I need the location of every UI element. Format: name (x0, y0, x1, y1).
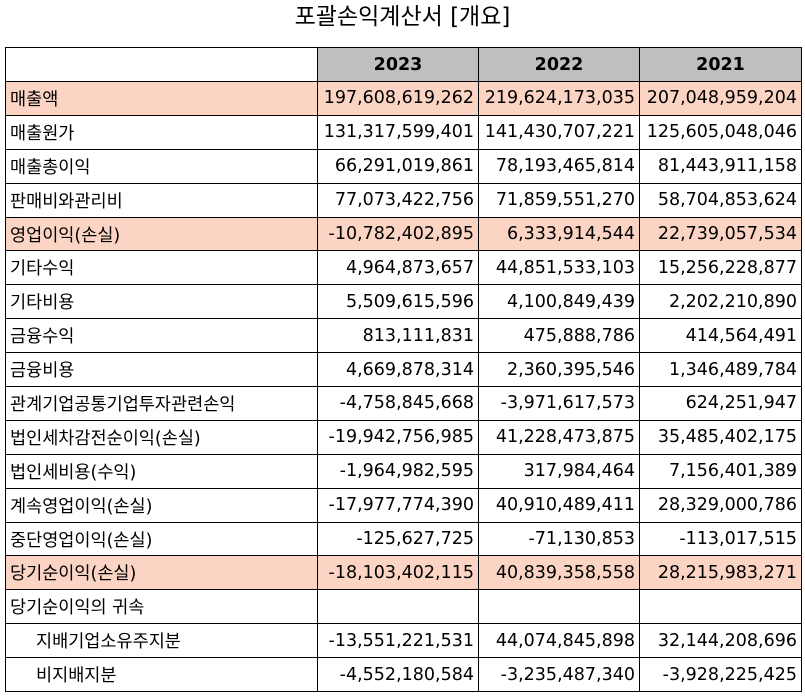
income-statement-table: 2023 2022 2021 매출액 197,608,619,262 219,624… (5, 47, 802, 693)
value-cell-2023: 66,291,019,861 (317, 148, 479, 184)
table-body: 매출액 197,608,619,262 219,624,173,035 207,048… (5, 81, 802, 693)
value-cell-2021: -3,928,225,425 (639, 657, 802, 693)
table-row: 매출총이익 66,291,019,861 78,193,465,814 81,443,… (5, 148, 802, 184)
value-cell-2023: 4,964,873,657 (317, 250, 479, 286)
table-row: 매출액 197,608,619,262 219,624,173,035 207,048… (5, 81, 802, 116)
table-row: 관계기업공통기업투자관련손익 -4,758,845,668 -3,971,617,5… (5, 386, 802, 421)
value-cell-2021: 81,443,911,158 (639, 148, 802, 184)
value-cell-2022: 6,333,914,544 (478, 216, 640, 252)
value-cell-2022: 71,859,551,270 (478, 182, 640, 218)
value-cell-2021: 1,346,489,784 (639, 352, 802, 388)
table-row: 영업이익(손실) -10,782,402,895 6,333,914,544 22,7… (5, 216, 802, 252)
column-header-2023: 2023 (317, 47, 479, 82)
value-cell-2023: -13,551,221,531 (317, 623, 479, 659)
table-row: 법인세비용(수익) -1,964,982,595 317,984,464 7,156,… (5, 453, 802, 489)
value-cell-2022: 219,624,173,035 (478, 81, 640, 116)
row-label: 기타수익 (5, 250, 318, 286)
value-cell-2022: 475,888,786 (478, 318, 640, 354)
row-label: 지배기업소유주지분 (5, 623, 318, 659)
row-label: 당기순이익(손실) (5, 555, 318, 591)
row-label: 금융수익 (5, 318, 318, 354)
row-label: 매출총이익 (5, 148, 318, 184)
value-cell-2023 (317, 589, 479, 625)
value-cell-2023: -4,758,845,668 (317, 386, 479, 421)
table-row: 계속영업이익(손실) -17,977,774,390 40,910,489,411 2… (5, 487, 802, 523)
value-cell-2023: 131,317,599,401 (317, 114, 479, 150)
value-cell-2021: 28,215,983,271 (639, 555, 802, 591)
value-cell-2023: 813,111,831 (317, 318, 479, 354)
row-label: 금융비용 (5, 352, 318, 388)
row-label: 법인세비용(수익) (5, 453, 318, 489)
row-label: 비지배지분 (5, 657, 318, 693)
value-cell-2021: 624,251,947 (639, 386, 802, 421)
value-cell-2022: 4,100,849,439 (478, 284, 640, 320)
value-cell-2022: 41,228,473,875 (478, 419, 640, 455)
table-row: 기타수익 4,964,873,657 44,851,533,103 15,256,22… (5, 250, 802, 286)
value-cell-2023: -19,942,756,985 (317, 419, 479, 455)
value-cell-2021: 414,564,491 (639, 318, 802, 354)
value-cell-2022: 141,430,707,221 (478, 114, 640, 150)
value-cell-2021: 28,329,000,786 (639, 487, 802, 523)
table-row: 비지배지분 -4,552,180,584 -3,235,487,340 -3,928,… (5, 657, 802, 693)
row-label: 영업이익(손실) (5, 216, 318, 252)
row-label: 중단영업이익(손실) (5, 521, 318, 557)
table-row: 매출원가 131,317,599,401 141,430,707,221 125,60… (5, 114, 802, 150)
value-cell-2023: -4,552,180,584 (317, 657, 479, 693)
value-cell-2021: 35,485,402,175 (639, 419, 802, 455)
header-blank-cell (5, 47, 318, 82)
row-label: 기타비용 (5, 284, 318, 320)
value-cell-2022: 78,193,465,814 (478, 148, 640, 184)
value-cell-2022: -3,971,617,573 (478, 386, 640, 421)
value-cell-2021: 7,156,401,389 (639, 453, 802, 489)
table-row: 판매비와관리비 77,073,422,756 71,859,551,270 58,70… (5, 182, 802, 218)
value-cell-2022: 40,839,358,558 (478, 555, 640, 591)
value-cell-2021: -113,017,515 (639, 521, 802, 557)
value-cell-2021: 32,144,208,696 (639, 623, 802, 659)
table-row: 중단영업이익(손실) -125,627,725 -71,130,853 -113,01… (5, 521, 802, 557)
value-cell-2022: 317,984,464 (478, 453, 640, 489)
value-cell-2022: 44,074,845,898 (478, 623, 640, 659)
row-label: 법인세차감전순이익(손실) (5, 419, 318, 455)
row-label: 계속영업이익(손실) (5, 487, 318, 523)
table-row: 법인세차감전순이익(손실) -19,942,756,985 41,228,473,8… (5, 419, 802, 455)
value-cell-2022: 40,910,489,411 (478, 487, 640, 523)
table-header-row: 2023 2022 2021 (5, 47, 802, 82)
value-cell-2023: -125,627,725 (317, 521, 479, 557)
table-row: 당기순이익의 귀속 (5, 589, 802, 625)
value-cell-2023: -1,964,982,595 (317, 453, 479, 489)
value-cell-2022: 44,851,533,103 (478, 250, 640, 286)
column-header-2021: 2021 (639, 47, 802, 82)
value-cell-2023: 5,509,615,596 (317, 284, 479, 320)
table-row: 금융수익 813,111,831 475,888,786 414,564,491 (5, 318, 802, 354)
row-label: 매출액 (5, 81, 318, 116)
table-row: 지배기업소유주지분 -13,551,221,531 44,074,845,898 32… (5, 623, 802, 659)
value-cell-2021: 58,704,853,624 (639, 182, 802, 218)
page-title: 포괄손익계산서 [개요] (294, 4, 511, 30)
row-label: 관계기업공통기업투자관련손익 (5, 386, 318, 421)
value-cell-2023: 4,669,878,314 (317, 352, 479, 388)
value-cell-2023: 197,608,619,262 (317, 81, 479, 116)
value-cell-2021: 2,202,210,890 (639, 284, 802, 320)
table-row: 금융비용 4,669,878,314 2,360,395,546 1,346,489,… (5, 352, 802, 388)
value-cell-2021: 15,256,228,877 (639, 250, 802, 286)
value-cell-2021: 207,048,959,204 (639, 81, 802, 116)
table-row: 기타비용 5,509,615,596 4,100,849,439 2,202,210,… (5, 284, 802, 320)
value-cell-2021: 125,605,048,046 (639, 114, 802, 150)
column-header-2022: 2022 (478, 47, 640, 82)
value-cell-2023: -18,103,402,115 (317, 555, 479, 591)
value-cell-2022: 2,360,395,546 (478, 352, 640, 388)
value-cell-2023: -17,977,774,390 (317, 487, 479, 523)
value-cell-2021 (639, 589, 802, 625)
value-cell-2023: -10,782,402,895 (317, 216, 479, 252)
row-label: 판매비와관리비 (5, 182, 318, 218)
value-cell-2022: -3,235,487,340 (478, 657, 640, 693)
row-label: 매출원가 (5, 114, 318, 150)
table-row: 당기순이익(손실) -18,103,402,115 40,839,358,558 28… (5, 555, 802, 591)
row-label: 당기순이익의 귀속 (5, 589, 318, 625)
value-cell-2022: -71,130,853 (478, 521, 640, 557)
value-cell-2021: 22,739,057,534 (639, 216, 802, 252)
value-cell-2022 (478, 589, 640, 625)
value-cell-2023: 77,073,422,756 (317, 182, 479, 218)
